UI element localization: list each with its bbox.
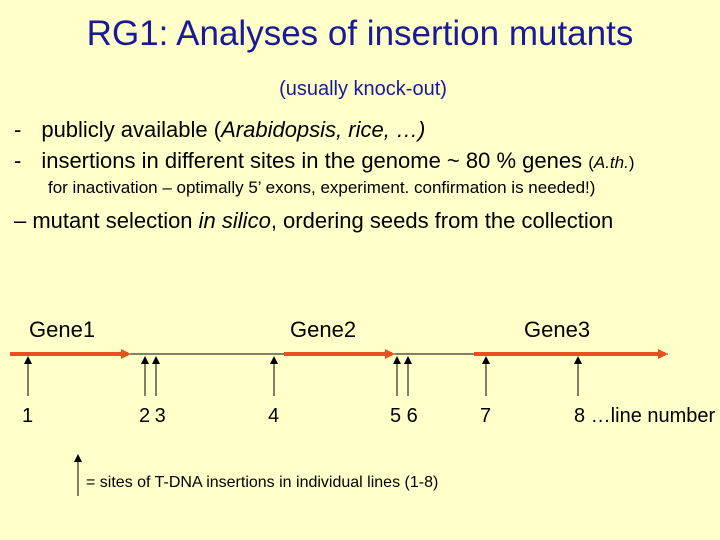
bullet-publicly-available: - publicly available (Arabidopsis, rice, … [14,117,425,143]
slide-subtitle: (usually knock-out) [279,78,447,100]
gene1-label: Gene1 [29,317,96,342]
bullet2-species: A.th. [593,153,629,172]
bullet3-italic: in silico [198,208,271,233]
slide-title: RG1: Analyses of insertion mutants [86,14,634,53]
line-label-2-3: 2 3 [139,405,166,427]
line-label-7: 7 [480,405,492,427]
line-label-8: 8 …line number [574,405,716,427]
bullet1-italic: Arabidopsis, rice, …) [221,117,426,142]
inactivation-note: for inactivation – optimally 5’ exons, e… [48,178,596,197]
gene2-label: Gene2 [290,317,357,342]
bullet-dash: - [14,148,22,173]
gene3-label: Gene3 [524,317,591,342]
bullet2-text: insertions in different sites in the gen… [41,148,589,173]
bullet-insertions: - insertions in different sites in the ge… [14,148,635,173]
line-label-5-6: 5 6 [390,405,418,427]
legend-text: = sites of T-DNA insertions in individua… [86,474,439,491]
bullet-dash: - [14,117,22,142]
line-label-1: 1 [22,405,34,427]
bullet-mutant-selection: – mutant selection in silico, ordering s… [14,208,614,233]
line-label-4: 4 [268,405,280,427]
bullet1-text: publicly available ( [41,117,222,142]
